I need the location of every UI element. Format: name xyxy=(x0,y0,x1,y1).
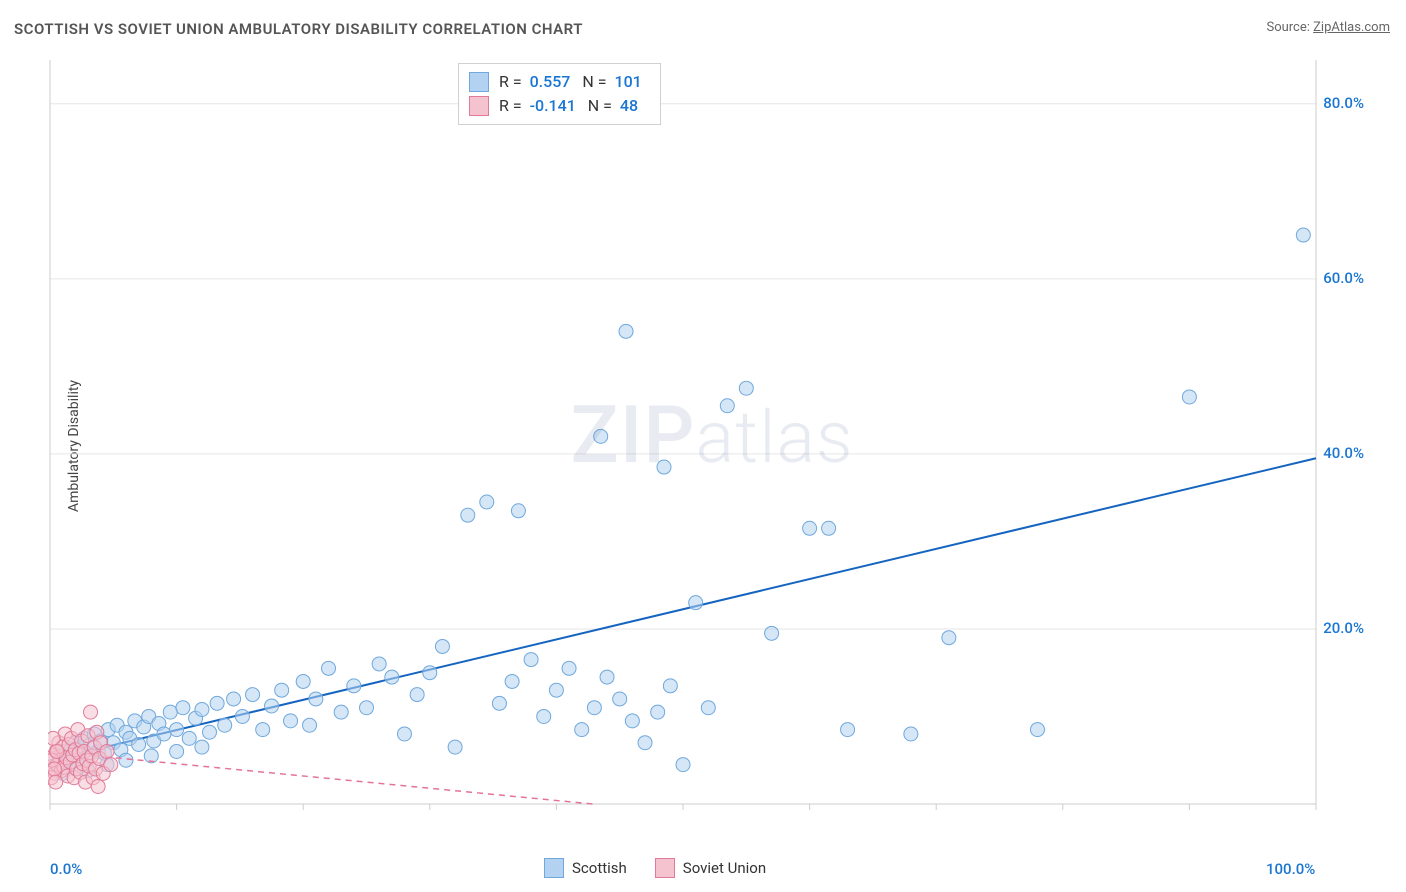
legend-swatch xyxy=(469,72,489,92)
series-legend-item: Scottish xyxy=(544,858,627,878)
correlation-legend-row: R = 0.557 N = 101 xyxy=(469,70,646,94)
legend-stats: R = 0.557 N = 101 xyxy=(499,70,646,94)
legend-swatch xyxy=(655,858,675,878)
series-legend-label: Scottish xyxy=(572,859,627,877)
legend-swatch xyxy=(469,96,489,116)
source-prefix: Source: xyxy=(1266,20,1313,35)
x-tick-label: 0.0% xyxy=(50,860,82,878)
x-tick-label: 100.0% xyxy=(1266,860,1315,878)
scatter-plot: ZIPatlas 20.0%40.0%60.0%80.0% xyxy=(48,58,1376,844)
series-legend: Scottish Soviet Union xyxy=(544,858,766,878)
legend-swatch xyxy=(544,858,564,878)
legend-stats: R = -0.141 N = 48 xyxy=(499,94,642,118)
chart-title: SCOTTISH VS SOVIET UNION AMBULATORY DISA… xyxy=(14,20,583,38)
series-legend-label: Soviet Union xyxy=(683,859,766,877)
plot-svg xyxy=(48,58,1376,844)
correlation-legend-row: R = -0.141 N = 48 xyxy=(469,94,646,118)
series-legend-item: Soviet Union xyxy=(655,858,766,878)
source-credit: Source: ZipAtlas.com xyxy=(1266,20,1390,35)
correlation-legend: R = 0.557 N = 101R = -0.141 N = 48 xyxy=(458,63,661,125)
source-link[interactable]: ZipAtlas.com xyxy=(1313,20,1390,35)
